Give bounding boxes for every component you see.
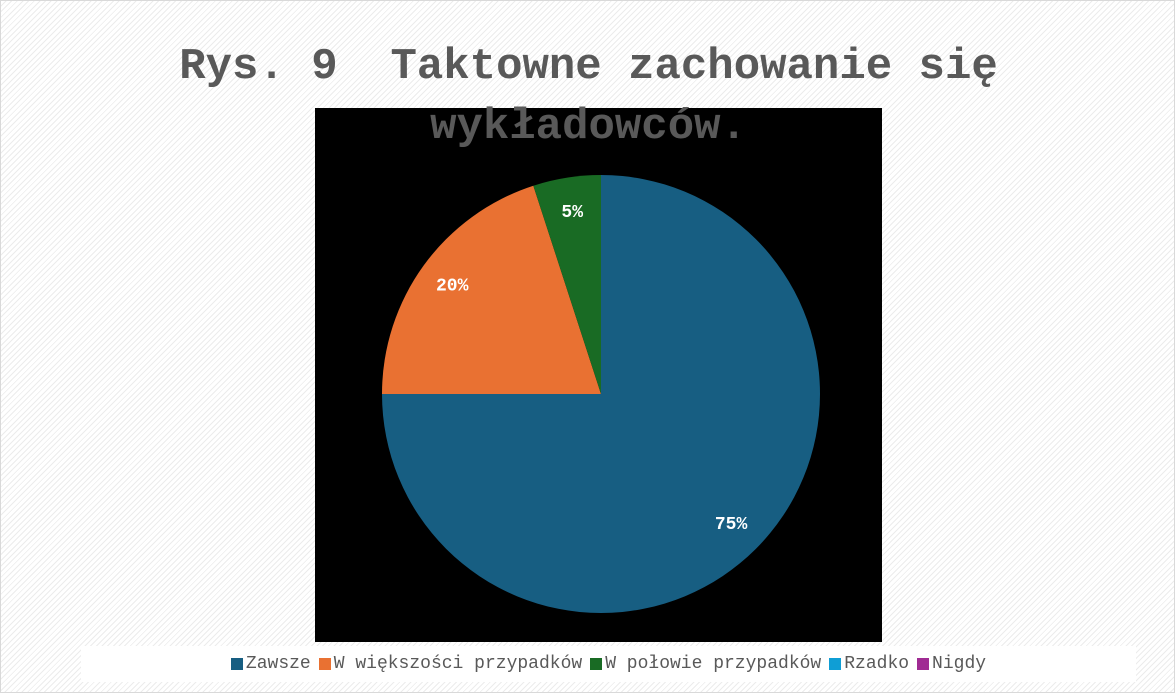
pie-slice — [533, 175, 601, 394]
legend-item: Zawsze — [230, 654, 311, 674]
legend-swatch — [230, 658, 243, 670]
pie-slice — [382, 185, 601, 394]
legend-swatch — [829, 658, 842, 670]
legend-swatch — [318, 658, 331, 670]
legend-swatch — [590, 658, 603, 670]
legend-label: W połowie przypadków — [605, 654, 822, 674]
legend-label: W większości przypadków — [333, 654, 583, 674]
legend-label: Zawsze — [245, 654, 311, 674]
chart-title: Rys. 9 Taktowne zachowanie się wykładowc… — [179, 42, 1025, 152]
data-label: 20% — [436, 277, 469, 297]
data-label: 5% — [561, 203, 583, 223]
legend-item: W większości przypadków — [318, 654, 583, 674]
legend-label: Rzadko — [844, 654, 910, 674]
data-label: 75% — [715, 515, 748, 535]
legend: Zawsze W większości przypadków W połowie p… — [81, 646, 1136, 682]
legend-item: W połowie przypadków — [590, 654, 821, 674]
legend-item: Rzadko — [829, 654, 909, 674]
legend-swatch — [917, 658, 930, 670]
legend-item: Nigdy — [917, 654, 986, 674]
legend-label: Nigdy — [932, 654, 987, 674]
